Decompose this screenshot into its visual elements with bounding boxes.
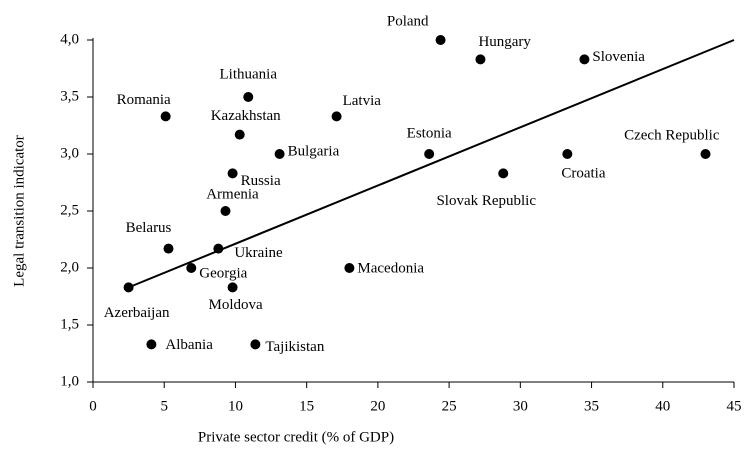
y-tick-label: 3,5 xyxy=(60,88,79,104)
x-tick-label: 10 xyxy=(228,398,243,414)
trendline xyxy=(128,39,735,289)
point xyxy=(498,168,509,179)
x-axis-title: Private sector credit (% of GDP) xyxy=(198,429,394,445)
point xyxy=(163,243,174,254)
point xyxy=(227,282,238,293)
point-label: Georgia xyxy=(199,265,247,281)
point xyxy=(475,54,486,65)
point-label: Poland xyxy=(387,13,429,29)
x-tick-label: 35 xyxy=(584,398,599,414)
x-tick-label: 30 xyxy=(513,398,528,414)
point-label: Czech Republic xyxy=(624,127,720,143)
point-label: Armenia xyxy=(206,186,259,202)
point-label: Romania xyxy=(117,92,171,108)
point-label: Kazakhstan xyxy=(211,108,281,124)
point xyxy=(331,111,342,122)
point xyxy=(123,282,134,293)
point-label: Moldova xyxy=(209,297,264,313)
point-label: Azerbaijan xyxy=(104,305,170,321)
point-label: Macedonia xyxy=(357,260,424,276)
x-tick-label: 20 xyxy=(370,398,385,414)
x-tick-label: 40 xyxy=(655,398,670,414)
point-label: Albania xyxy=(165,337,213,353)
y-tick-label: 3,0 xyxy=(60,145,79,161)
point-label: Ukraine xyxy=(234,245,283,261)
point-label: Slovenia xyxy=(592,49,645,65)
point xyxy=(250,339,261,350)
point-label: Estonia xyxy=(407,125,452,141)
point-label: Russia xyxy=(241,173,281,189)
x-tick-label: 45 xyxy=(727,398,742,414)
y-tick-label: 4,0 xyxy=(60,31,79,47)
y-tick-label: 2,5 xyxy=(60,202,79,218)
point xyxy=(160,111,171,122)
point xyxy=(562,149,573,159)
point xyxy=(146,339,157,350)
point xyxy=(424,149,435,159)
point xyxy=(220,206,231,216)
point xyxy=(435,35,446,45)
point xyxy=(186,263,197,273)
point xyxy=(700,149,711,159)
point xyxy=(274,149,285,159)
point-label: Belarus xyxy=(126,220,172,236)
point-label: Hungary xyxy=(478,34,531,50)
point-label: Croatia xyxy=(561,165,605,181)
point-label: Bulgaria xyxy=(288,143,340,159)
x-tick-label: 15 xyxy=(299,398,314,414)
point-label: Tajikistan xyxy=(265,339,324,355)
point-label: Latvia xyxy=(343,93,382,109)
x-tick-label: 25 xyxy=(442,398,457,414)
y-tick-label: 1,0 xyxy=(60,373,79,389)
x-tick-label: 0 xyxy=(89,398,97,414)
point-label: Slovak Republic xyxy=(436,193,536,209)
y-tick-label: 1,5 xyxy=(60,316,79,332)
point xyxy=(344,263,355,273)
point-label: Lithuania xyxy=(220,66,278,82)
point xyxy=(213,243,224,254)
point xyxy=(234,129,245,140)
point xyxy=(227,168,238,179)
y-tick-label: 2,0 xyxy=(60,259,79,275)
point xyxy=(243,92,254,102)
x-tick-label: 5 xyxy=(160,398,168,414)
point xyxy=(579,54,590,65)
y-axis-title: Legal transition indicator xyxy=(11,135,27,287)
